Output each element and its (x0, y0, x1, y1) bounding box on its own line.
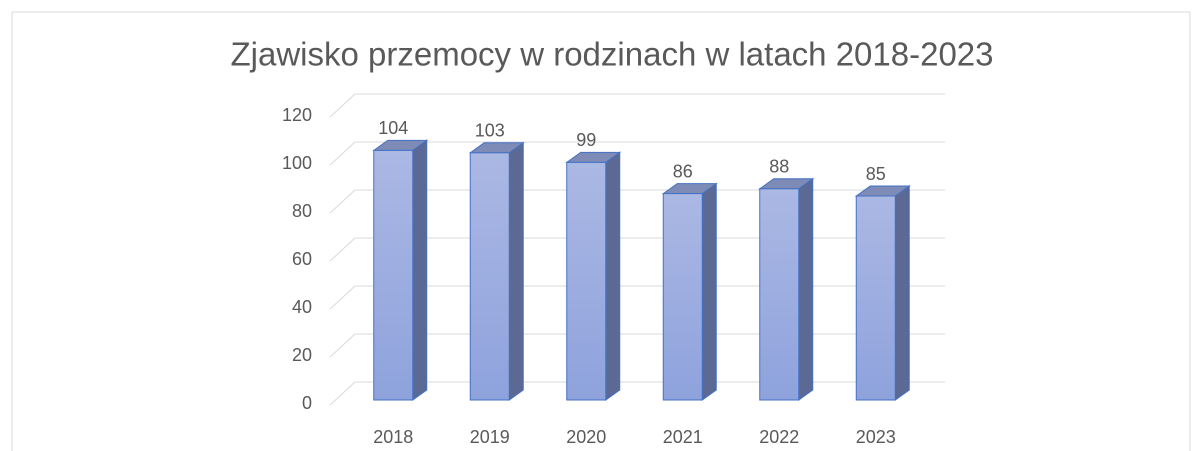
y-tick-label: 0 (302, 393, 312, 413)
bar (469, 152, 510, 401)
x-tick-label: 2023 (856, 427, 896, 447)
bar-side (798, 177, 814, 401)
bar-side (894, 185, 910, 401)
grid-line (329, 333, 945, 358)
y-tick-label: 60 (292, 249, 312, 269)
bar-side (412, 139, 428, 401)
x-tick-label: 2021 (663, 427, 703, 447)
x-tick-label: 2019 (470, 427, 510, 447)
y-tick-label: 80 (292, 201, 312, 221)
grid-line (329, 285, 945, 310)
data-label: 86 (673, 161, 693, 181)
y-tick-label: 20 (292, 345, 312, 365)
y-tick-label: 40 (292, 297, 312, 317)
bar (373, 149, 414, 401)
grid-line (329, 189, 945, 214)
data-label: 88 (769, 157, 789, 177)
grid-line (329, 381, 945, 406)
x-tick-label: 2020 (566, 427, 606, 447)
bar-side (508, 141, 524, 401)
bar-side (701, 182, 717, 401)
bar (855, 195, 896, 401)
data-label: 85 (866, 164, 886, 184)
grid-line (329, 237, 945, 262)
bar (759, 188, 800, 401)
bar (566, 161, 607, 401)
grid-line (329, 141, 945, 166)
x-tick-label: 2022 (759, 427, 799, 447)
bar-side (605, 151, 621, 401)
data-label: 104 (378, 118, 408, 138)
chart-title: Zjawisko przemocy w rodzinach w latach 2… (230, 36, 993, 73)
data-label: 99 (576, 130, 596, 150)
bar (662, 193, 703, 401)
data-label: 103 (475, 121, 505, 141)
y-tick-label: 120 (282, 105, 312, 125)
y-tick-label: 100 (282, 153, 312, 173)
grid-line (329, 93, 945, 118)
x-tick-label: 2018 (373, 427, 413, 447)
